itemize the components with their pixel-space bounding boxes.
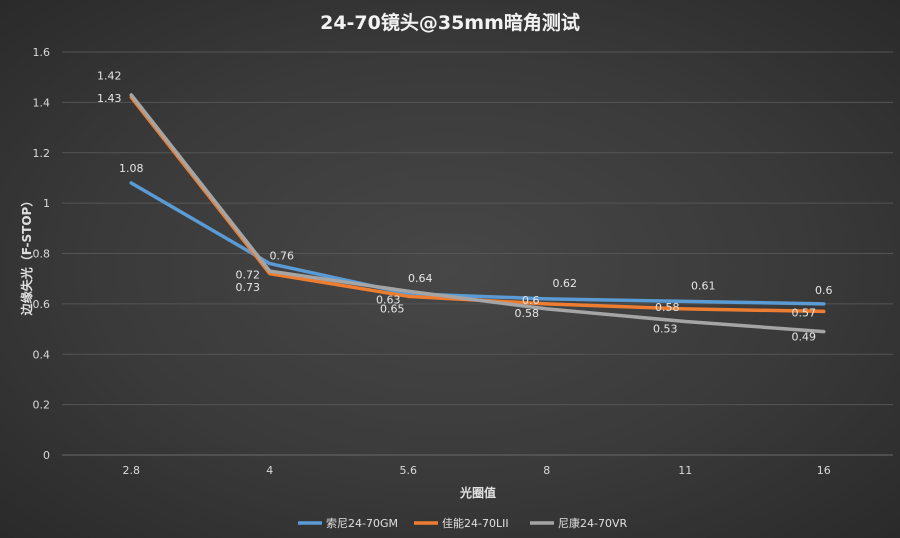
data-label: 0.49 — [792, 331, 817, 344]
x-tick-label: 8 — [543, 464, 550, 477]
data-label: 0.76 — [270, 250, 295, 263]
x-tick-label: 16 — [817, 464, 831, 477]
series-line-0 — [129, 181, 826, 306]
data-label: 0.6 — [815, 284, 833, 297]
x-tick-label: 2.8 — [123, 464, 141, 477]
data-label: 1.08 — [119, 162, 144, 175]
y-tick-label: 0.8 — [33, 248, 51, 261]
data-label: 0.64 — [408, 272, 433, 285]
data-label: 0.58 — [515, 307, 540, 320]
chart-title: 24-70镜头@35mm暗角测试 — [320, 11, 580, 34]
data-label: 0.73 — [236, 281, 261, 294]
x-tick-label: 11 — [678, 464, 692, 477]
data-label: 0.65 — [380, 302, 405, 315]
data-label: 0.63 — [376, 293, 401, 306]
data-label: 0.72 — [236, 269, 261, 282]
x-tick-label: 5.6 — [400, 464, 418, 477]
legend-label: 尼康24-70VR — [558, 516, 627, 530]
y-tick-label: 1.4 — [33, 96, 51, 109]
y-tick-label: 0.6 — [33, 298, 51, 311]
y-tick-label: 0.2 — [33, 399, 51, 412]
y-tick-label: 1 — [43, 197, 50, 210]
y-tick-label: 0 — [43, 449, 50, 462]
data-label: 0.57 — [792, 306, 817, 319]
data-label: 0.58 — [655, 301, 680, 314]
x-tick-label: 4 — [266, 464, 273, 477]
legend-label: 佳能24-70LII — [442, 516, 509, 530]
data-label: 1.43 — [97, 92, 122, 105]
data-label: 0.62 — [553, 277, 578, 290]
legend-label: 索尼24-70GM — [326, 516, 398, 530]
data-label: 0.53 — [653, 323, 678, 336]
y-tick-label: 0.4 — [33, 348, 51, 361]
series-line-2 — [129, 93, 826, 334]
data-label: 0.6 — [522, 294, 540, 307]
data-label: 0.61 — [691, 279, 716, 292]
data-label: 1.42 — [97, 69, 122, 82]
x-axis-label: 光圈值 — [459, 485, 496, 500]
y-axis-label: 边缘失光（F-STOP） — [19, 195, 34, 317]
y-tick-label: 1.6 — [33, 46, 51, 59]
y-tick-label: 1.2 — [33, 147, 51, 160]
